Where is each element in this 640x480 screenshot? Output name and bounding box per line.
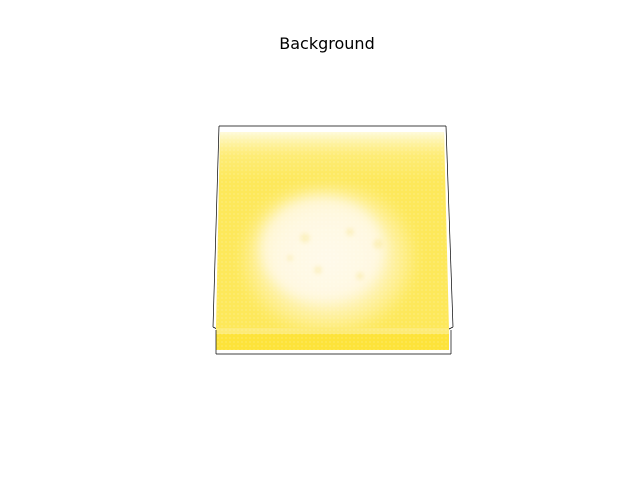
axes-box-back — [212, 125, 454, 331]
chart-title: Background — [279, 34, 374, 53]
surface — [216, 132, 449, 350]
axes-box-front — [215, 330, 452, 355]
